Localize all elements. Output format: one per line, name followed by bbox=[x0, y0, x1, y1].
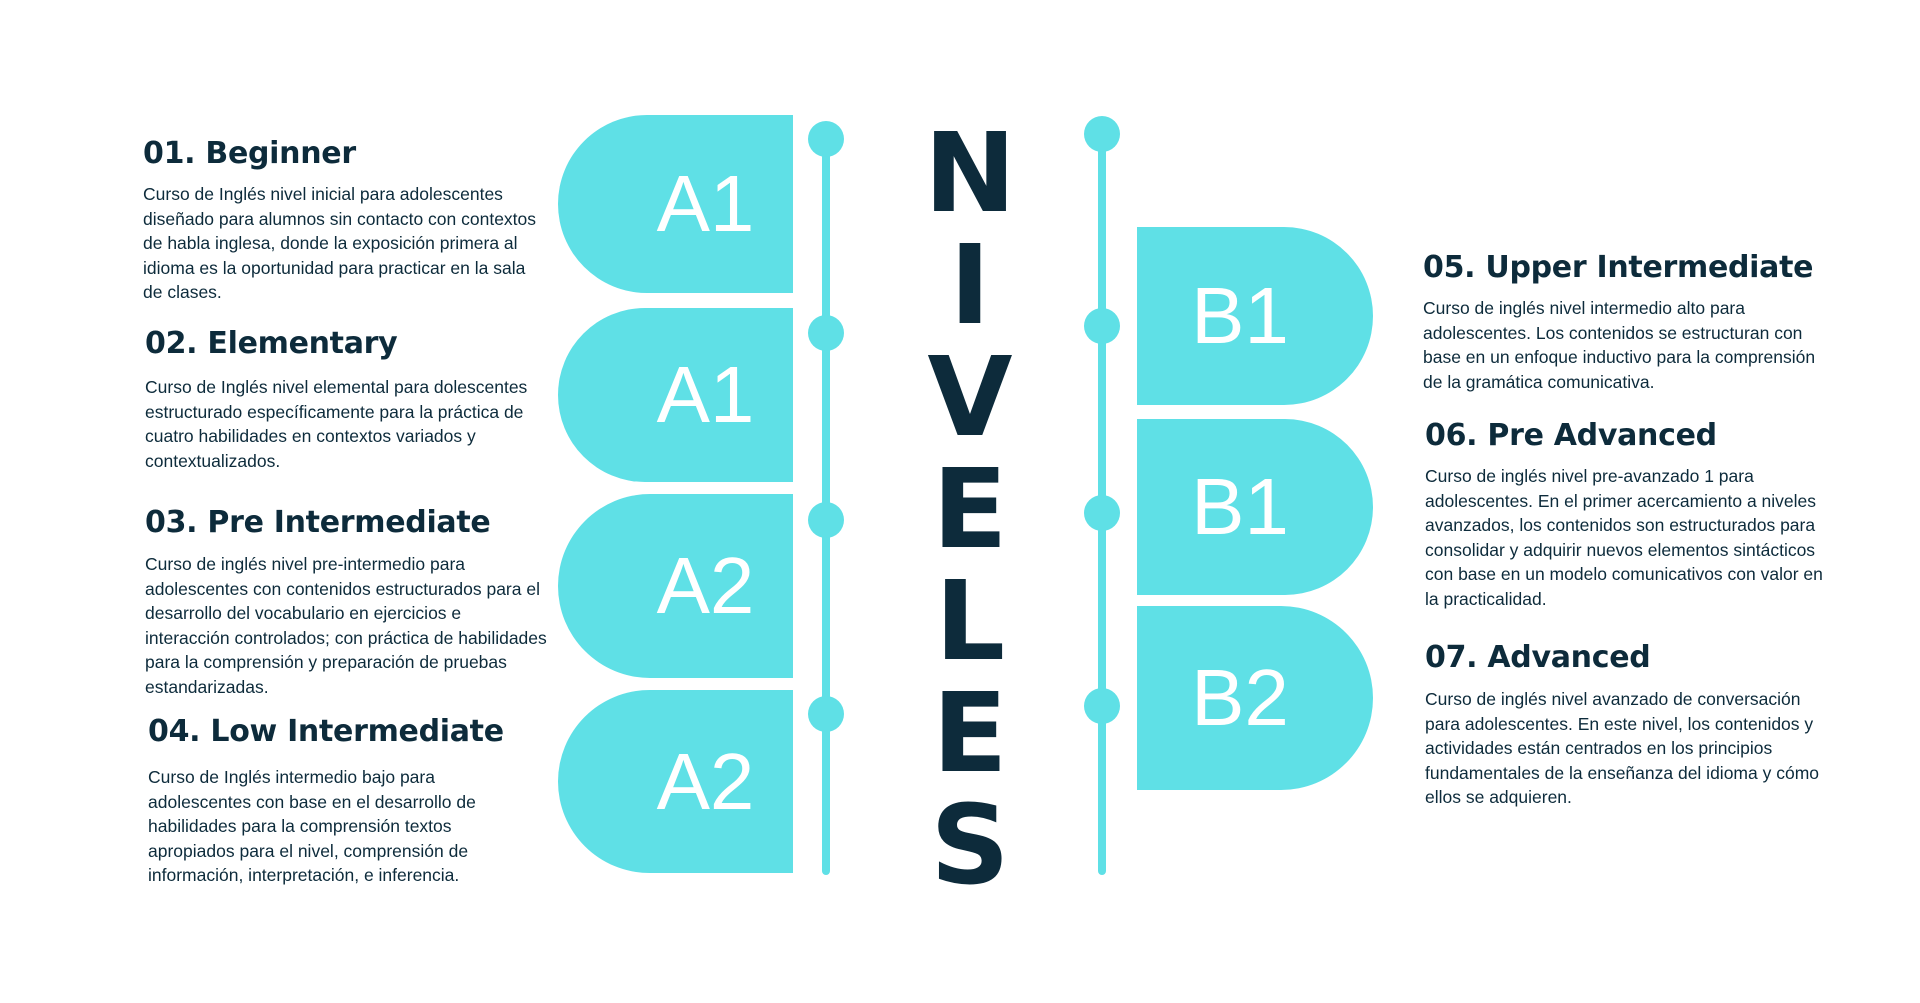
level-04-description: Curso de Inglés intermedio bajo para ado… bbox=[148, 767, 476, 885]
level-05-badge-label: B1 bbox=[1191, 271, 1289, 360]
level-05-badge: B1 bbox=[1137, 227, 1373, 405]
left-timeline-dot-4 bbox=[808, 696, 844, 732]
level-04-title: 04. Low Intermediate bbox=[148, 714, 504, 749]
level-02-description: Curso de Inglés nivel elemental para dol… bbox=[145, 377, 528, 471]
level-02-title: 02. Elementary bbox=[145, 326, 398, 361]
level-01-description: Curso de Inglés nivel inicial para adole… bbox=[143, 184, 537, 302]
level-01-title: 01. Beginner bbox=[143, 136, 356, 171]
level-07-description: Curso de inglés nivel avanzado de conver… bbox=[1425, 689, 1819, 807]
heading-letter: I bbox=[949, 221, 991, 349]
level-03-badge-label: A2 bbox=[656, 541, 755, 630]
level-04-badge: A2 bbox=[558, 690, 793, 873]
level-01-badge-label: A1 bbox=[656, 159, 755, 248]
heading-letter: S bbox=[930, 781, 1010, 909]
level-02-badge: A1 bbox=[558, 308, 793, 482]
heading-letter: E bbox=[932, 669, 1008, 797]
level-01-badge: A1 bbox=[558, 115, 793, 293]
level-05-description: Curso de inglés nivel intermedio alto pa… bbox=[1423, 298, 1816, 392]
level-03-description: Curso de inglés nivel pre-intermedio par… bbox=[145, 554, 547, 697]
right-timeline-dot-3 bbox=[1084, 495, 1120, 531]
level-07-badge: B2 bbox=[1137, 606, 1373, 790]
right-timeline-dot-2 bbox=[1084, 308, 1120, 344]
level-06-title: 06. Pre Advanced bbox=[1425, 418, 1717, 453]
left-timeline-dot-2 bbox=[808, 315, 844, 351]
right-timeline-dot-4 bbox=[1084, 688, 1120, 724]
level-03-title: 03. Pre Intermediate bbox=[145, 505, 491, 540]
level-02-badge-label: A1 bbox=[656, 350, 755, 439]
left-timeline-dot-3 bbox=[808, 502, 844, 538]
level-05-title: 05. Upper Intermediate bbox=[1423, 250, 1814, 285]
level-06-description: Curso de inglés nivel pre-avanzado 1 par… bbox=[1425, 466, 1823, 609]
left-timeline-dot-1 bbox=[808, 121, 844, 157]
level-07-title: 07. Advanced bbox=[1425, 640, 1651, 675]
heading-letter: N bbox=[923, 109, 1017, 237]
level-04-badge-label: A2 bbox=[656, 736, 755, 826]
heading-letter: L bbox=[934, 557, 1006, 685]
level-03-badge: A2 bbox=[558, 494, 793, 678]
heading-letter: E bbox=[932, 445, 1008, 573]
heading-letter: V bbox=[927, 333, 1013, 461]
level-06-badge-label: B1 bbox=[1191, 462, 1289, 551]
level-07-badge-label: B2 bbox=[1191, 653, 1289, 742]
level-06-badge: B1 bbox=[1137, 419, 1373, 595]
right-timeline-dot-1 bbox=[1084, 116, 1120, 152]
